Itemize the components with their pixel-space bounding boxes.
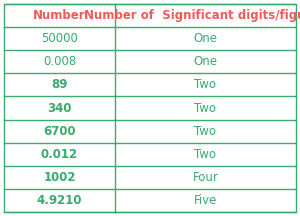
Text: 89: 89 <box>51 78 68 91</box>
Text: 50000: 50000 <box>41 32 78 45</box>
Text: Five: Five <box>194 194 217 207</box>
Text: 0.008: 0.008 <box>43 55 76 68</box>
Text: One: One <box>194 32 218 45</box>
Text: 4.9210: 4.9210 <box>37 194 82 207</box>
Text: 1002: 1002 <box>43 171 76 184</box>
Text: Four: Four <box>193 171 218 184</box>
Text: 340: 340 <box>47 102 72 114</box>
Text: Two: Two <box>194 148 217 161</box>
Text: Two: Two <box>194 125 217 138</box>
Text: Two: Two <box>194 102 217 114</box>
Text: 6700: 6700 <box>43 125 76 138</box>
Text: One: One <box>194 55 218 68</box>
Text: Number of  Significant digits/figures: Number of Significant digits/figures <box>84 9 300 22</box>
Text: Number: Number <box>33 9 86 22</box>
Text: Two: Two <box>194 78 217 91</box>
Text: 0.012: 0.012 <box>41 148 78 161</box>
